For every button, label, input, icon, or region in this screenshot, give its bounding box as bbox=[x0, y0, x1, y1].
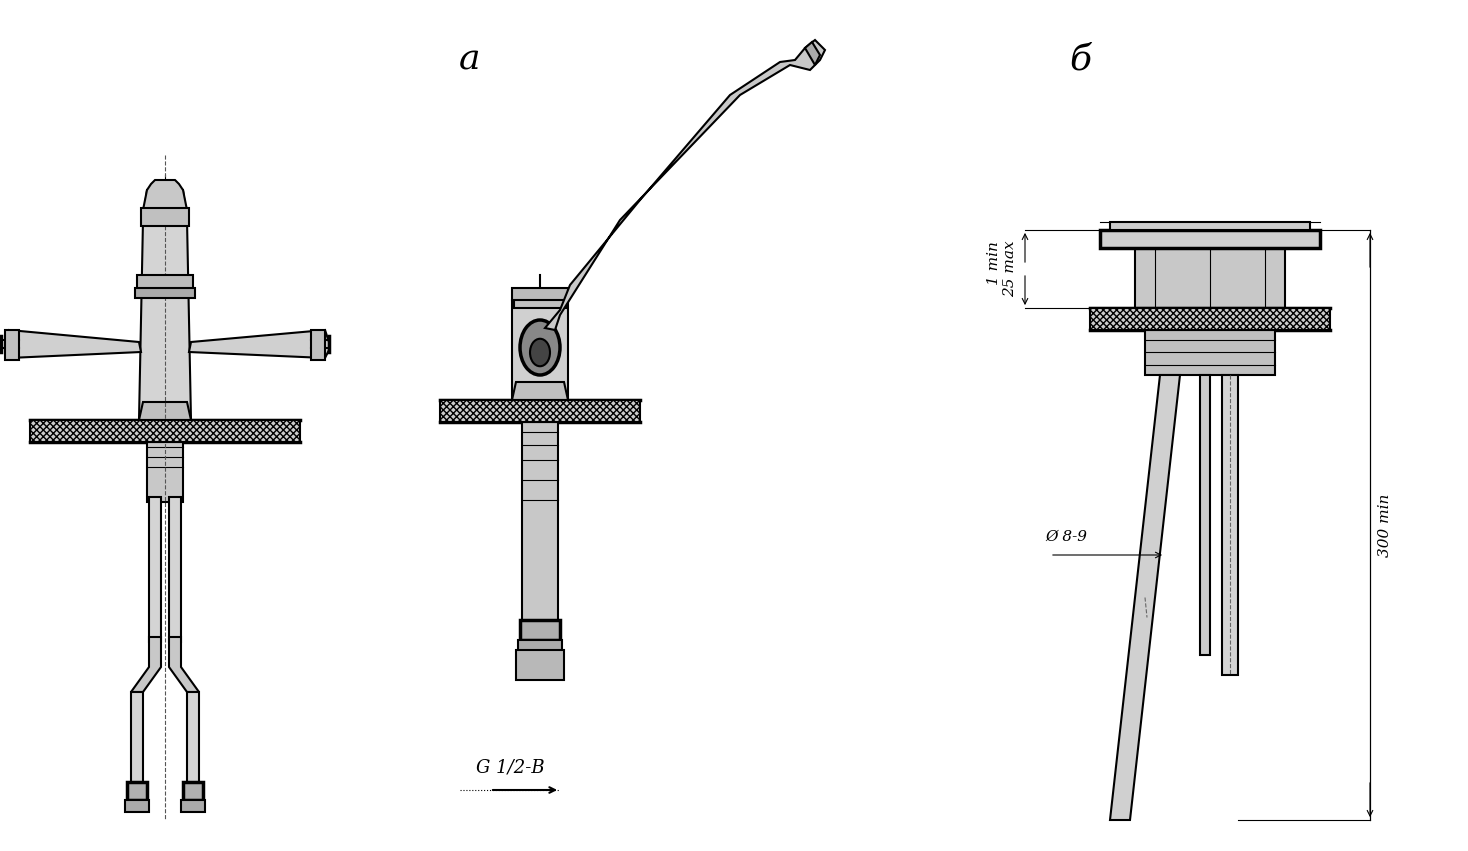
Polygon shape bbox=[139, 402, 191, 420]
Bar bbox=[125, 800, 148, 812]
Bar bbox=[523, 422, 558, 622]
Bar bbox=[518, 640, 562, 654]
Polygon shape bbox=[545, 40, 825, 330]
Ellipse shape bbox=[520, 320, 559, 375]
Bar bbox=[169, 497, 181, 642]
Text: G 1/2-B: G 1/2-B bbox=[476, 759, 545, 777]
Polygon shape bbox=[139, 190, 191, 420]
Bar bbox=[181, 800, 206, 812]
Bar bbox=[311, 330, 324, 360]
Bar bbox=[1221, 375, 1238, 675]
Polygon shape bbox=[1110, 375, 1180, 820]
Bar bbox=[1135, 248, 1284, 308]
Polygon shape bbox=[142, 180, 186, 210]
Bar bbox=[184, 782, 203, 800]
Text: 1 min
25 max: 1 min 25 max bbox=[986, 241, 1017, 297]
Bar bbox=[440, 400, 640, 422]
Text: Ø 8-9: Ø 8-9 bbox=[1045, 530, 1086, 544]
Bar bbox=[520, 620, 559, 640]
Bar bbox=[141, 208, 189, 226]
Bar bbox=[148, 497, 161, 642]
Bar bbox=[515, 650, 564, 680]
Bar bbox=[147, 442, 184, 502]
Bar bbox=[514, 292, 567, 308]
Polygon shape bbox=[131, 637, 161, 692]
Bar bbox=[1100, 230, 1320, 248]
Text: б: б bbox=[1069, 43, 1091, 77]
Bar bbox=[512, 288, 568, 300]
Polygon shape bbox=[169, 637, 200, 692]
Bar bbox=[135, 288, 195, 298]
Bar bbox=[128, 782, 147, 800]
Bar bbox=[137, 275, 192, 289]
Bar bbox=[1145, 330, 1276, 375]
Polygon shape bbox=[189, 330, 329, 358]
Polygon shape bbox=[804, 42, 821, 65]
Polygon shape bbox=[4, 330, 141, 358]
Text: 300 min: 300 min bbox=[1378, 494, 1392, 557]
Ellipse shape bbox=[530, 339, 550, 366]
Bar bbox=[1110, 222, 1309, 230]
Bar bbox=[4, 330, 19, 360]
Bar bbox=[1199, 375, 1210, 655]
Polygon shape bbox=[512, 382, 568, 400]
Bar bbox=[1091, 308, 1330, 330]
Bar bbox=[29, 420, 299, 442]
Bar bbox=[186, 692, 200, 792]
Bar bbox=[512, 300, 568, 400]
Bar bbox=[131, 692, 142, 792]
Text: a: a bbox=[459, 43, 480, 77]
